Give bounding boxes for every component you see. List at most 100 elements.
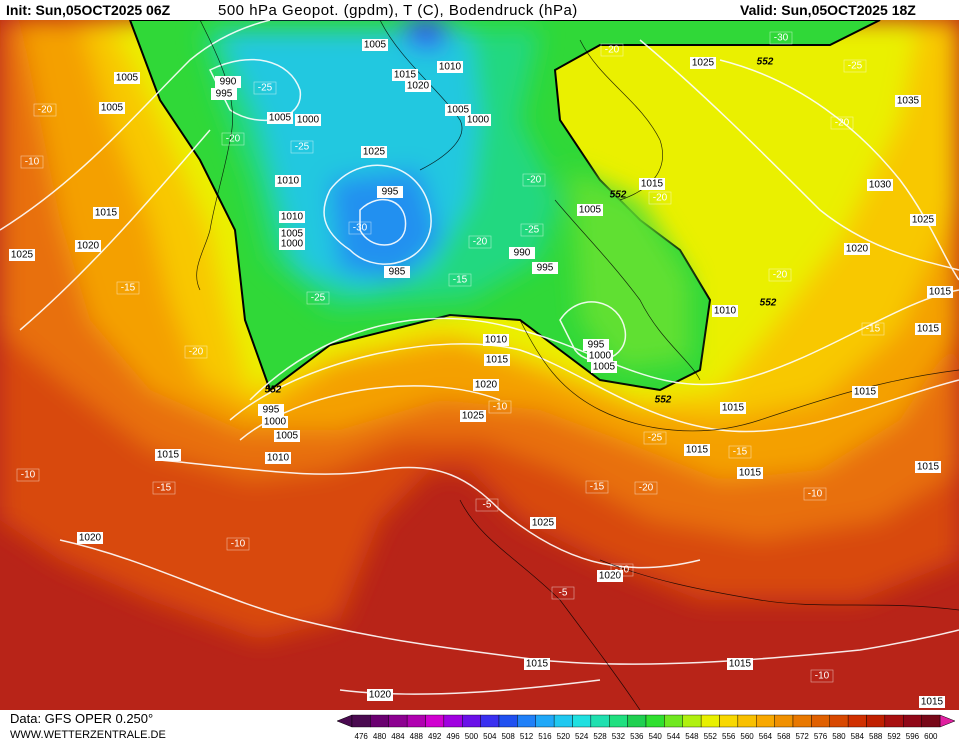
colorbar-label: 552 (704, 732, 718, 741)
pressure-label: 1020 (77, 241, 100, 252)
temperature-label: -15 (453, 275, 468, 286)
colorbar-label: 592 (887, 732, 901, 741)
colorbar: 476 480 484 488 492 496 500 504 508 512 516 520 524 5… (336, 714, 956, 741)
geopotential-label: 552 (757, 57, 774, 68)
pressure-label: 1015 (729, 659, 752, 670)
colorbar-swatch (774, 714, 794, 728)
pressure-label: 1005 (269, 113, 292, 124)
colorbar-swatch (462, 714, 481, 728)
temperature-label: -25 (311, 293, 326, 304)
pressure-label-box (215, 76, 241, 88)
temperature-label-box (468, 235, 492, 249)
pressure-label: 1015 (641, 179, 664, 190)
pressure-label-box (852, 386, 878, 398)
colorbar-swatch (811, 714, 830, 728)
pressure-label-box (362, 39, 388, 51)
colorbar-swatch (498, 714, 518, 728)
colorbar-label: 536 (630, 732, 644, 741)
temperature-label-box (448, 273, 472, 287)
data-source: Data: GFS OPER 0.250° (10, 711, 153, 726)
temperature-label-box (810, 669, 834, 683)
colorbar-swatch (792, 714, 812, 728)
temperature-label: -25 (295, 142, 310, 153)
pressure-label: 995 (216, 89, 233, 100)
temperature-label: -10 (25, 157, 40, 168)
colorbar-label: 528 (593, 732, 607, 741)
pressure-label-box (910, 214, 936, 226)
colorbar-label: 544 (667, 732, 681, 741)
temperature-label-box (33, 103, 57, 117)
geopotential-label: 552 (265, 385, 282, 396)
pressure-label-box (919, 696, 945, 708)
temperature-label: -20 (226, 134, 241, 145)
pressure-label-box (279, 211, 305, 223)
colorbar-label: 540 (649, 732, 663, 741)
pressure-label-box (361, 146, 387, 158)
pressure-label: 1015 (917, 462, 940, 473)
colorbar-label: 516 (538, 732, 552, 741)
pressure-label-box (587, 350, 613, 362)
temperature-label-box (634, 481, 658, 495)
temperature-label-box (20, 155, 44, 169)
pressure-label: 1010 (281, 212, 304, 223)
pressure-label: 1015 (929, 287, 952, 298)
pressure-label: 1015 (917, 324, 940, 335)
colorbar-swatch (553, 714, 573, 728)
colorbar-swatch (884, 714, 904, 728)
pressure-label: 1015 (921, 697, 944, 708)
pressure-label: 1000 (467, 115, 490, 126)
temperature-label: -10 (808, 489, 823, 500)
pressure-label: 1005 (281, 229, 304, 240)
pressure-label: 1005 (116, 73, 139, 84)
colorbar-label: 576 (814, 732, 828, 741)
pressure-label: 1015 (739, 468, 762, 479)
temperature-label-box (221, 132, 245, 146)
colorbar-swatch (406, 714, 426, 728)
pressure-label: 1025 (363, 147, 386, 158)
pressure-label: 1015 (157, 450, 180, 461)
temperature-label-box (830, 116, 854, 130)
colorbar-swatch (517, 714, 536, 728)
temperature-label-box (306, 291, 330, 305)
temperature-label: -10 (231, 539, 246, 550)
pressure-label-box (915, 323, 941, 335)
pressure-label-box (530, 517, 556, 529)
pressure-label: 1030 (869, 180, 892, 191)
pressure-label: 1005 (579, 205, 602, 216)
pressure-label-box (927, 286, 953, 298)
colorbar-label: 556 (722, 732, 736, 741)
pressure-label: 1005 (101, 103, 124, 114)
temperature-label-box (610, 563, 634, 577)
pressure-label: 1020 (599, 571, 622, 582)
pressure-label-box (597, 570, 623, 582)
temperature-label: -20 (605, 45, 620, 56)
pressure-label: 1000 (281, 239, 304, 250)
pressure-label-box (377, 186, 403, 198)
pressure-label: 990 (514, 248, 531, 259)
pressure-label-box (279, 238, 305, 250)
colorbar-swatch (921, 714, 941, 728)
temperature-label: -20 (527, 175, 542, 186)
pressure-label: 995 (263, 405, 280, 416)
colorbar-swatch (370, 714, 389, 728)
valid-time: Valid: Sun,05OCT2025 18Z (740, 2, 916, 18)
colorbar-label: 520 (557, 732, 571, 741)
pressure-label-box (405, 80, 431, 92)
colorbar-label: 500 (465, 732, 479, 741)
geopotential-label: 552 (655, 395, 672, 406)
colorbar-swatch (425, 714, 445, 728)
pressure-label: 995 (537, 263, 554, 274)
temperature-label: -5 (559, 588, 568, 599)
colorbar-swatch (645, 714, 665, 728)
pressure-label-box (258, 404, 284, 416)
temperature-label: -15 (590, 482, 605, 493)
colorbar-swatch (664, 714, 683, 728)
colorbar-label: 548 (685, 732, 699, 741)
colorbar-label: 596 (906, 732, 920, 741)
pressure-label-box (93, 207, 119, 219)
pressure-label: 995 (382, 187, 399, 198)
temperature-label-box (861, 322, 885, 336)
colorbar-swatch (627, 714, 647, 728)
